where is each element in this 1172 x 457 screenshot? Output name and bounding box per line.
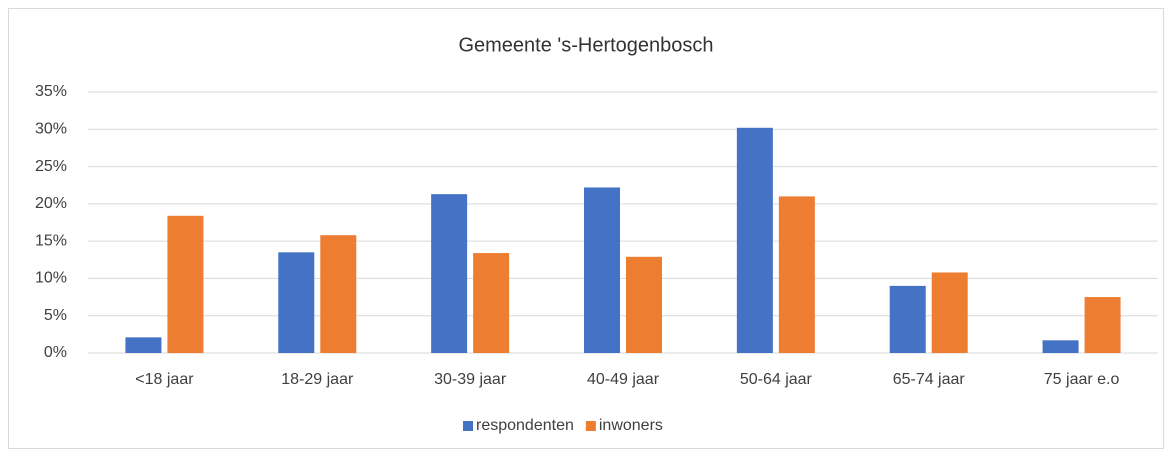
x-tick-label: <18 jaar	[135, 371, 194, 388]
y-tick-label: 5%	[44, 307, 67, 324]
y-tick-label: 15%	[35, 232, 67, 249]
x-tick-label: 75 jaar e.o	[1044, 371, 1120, 388]
bar	[778, 196, 815, 353]
bar	[1042, 340, 1079, 353]
bar	[1084, 297, 1121, 353]
legend-swatch	[585, 421, 596, 431]
y-tick-label: 10%	[35, 270, 67, 287]
legend-label: inwoners	[599, 417, 663, 434]
x-tick-label: 30-39 jaar	[434, 371, 507, 388]
chart-title: Gemeente 's-Hertogenbosch	[458, 34, 713, 56]
y-tick-label: 30%	[35, 121, 67, 138]
x-tick-label: 50-64 jaar	[740, 371, 813, 388]
bar	[278, 252, 315, 353]
x-tick-label: 18-29 jaar	[281, 371, 354, 388]
bar	[626, 256, 662, 353]
bar	[931, 272, 968, 353]
y-tick-label: 25%	[35, 158, 67, 175]
bar	[167, 215, 204, 353]
y-tick-label: 20%	[35, 195, 67, 212]
bar	[889, 285, 926, 353]
bar	[473, 253, 510, 353]
legend-swatch	[463, 421, 473, 431]
legend-label: respondenten	[476, 417, 574, 434]
bar	[431, 194, 468, 353]
y-tick-label: 0%	[44, 344, 67, 361]
bar	[125, 337, 162, 353]
y-tick-label: 35%	[35, 83, 67, 100]
x-tick-label: 65-74 jaar	[893, 371, 966, 388]
bar	[736, 127, 773, 354]
x-tick-label: 40-49 jaar	[587, 371, 660, 388]
bar	[584, 187, 620, 353]
bar	[320, 235, 357, 353]
